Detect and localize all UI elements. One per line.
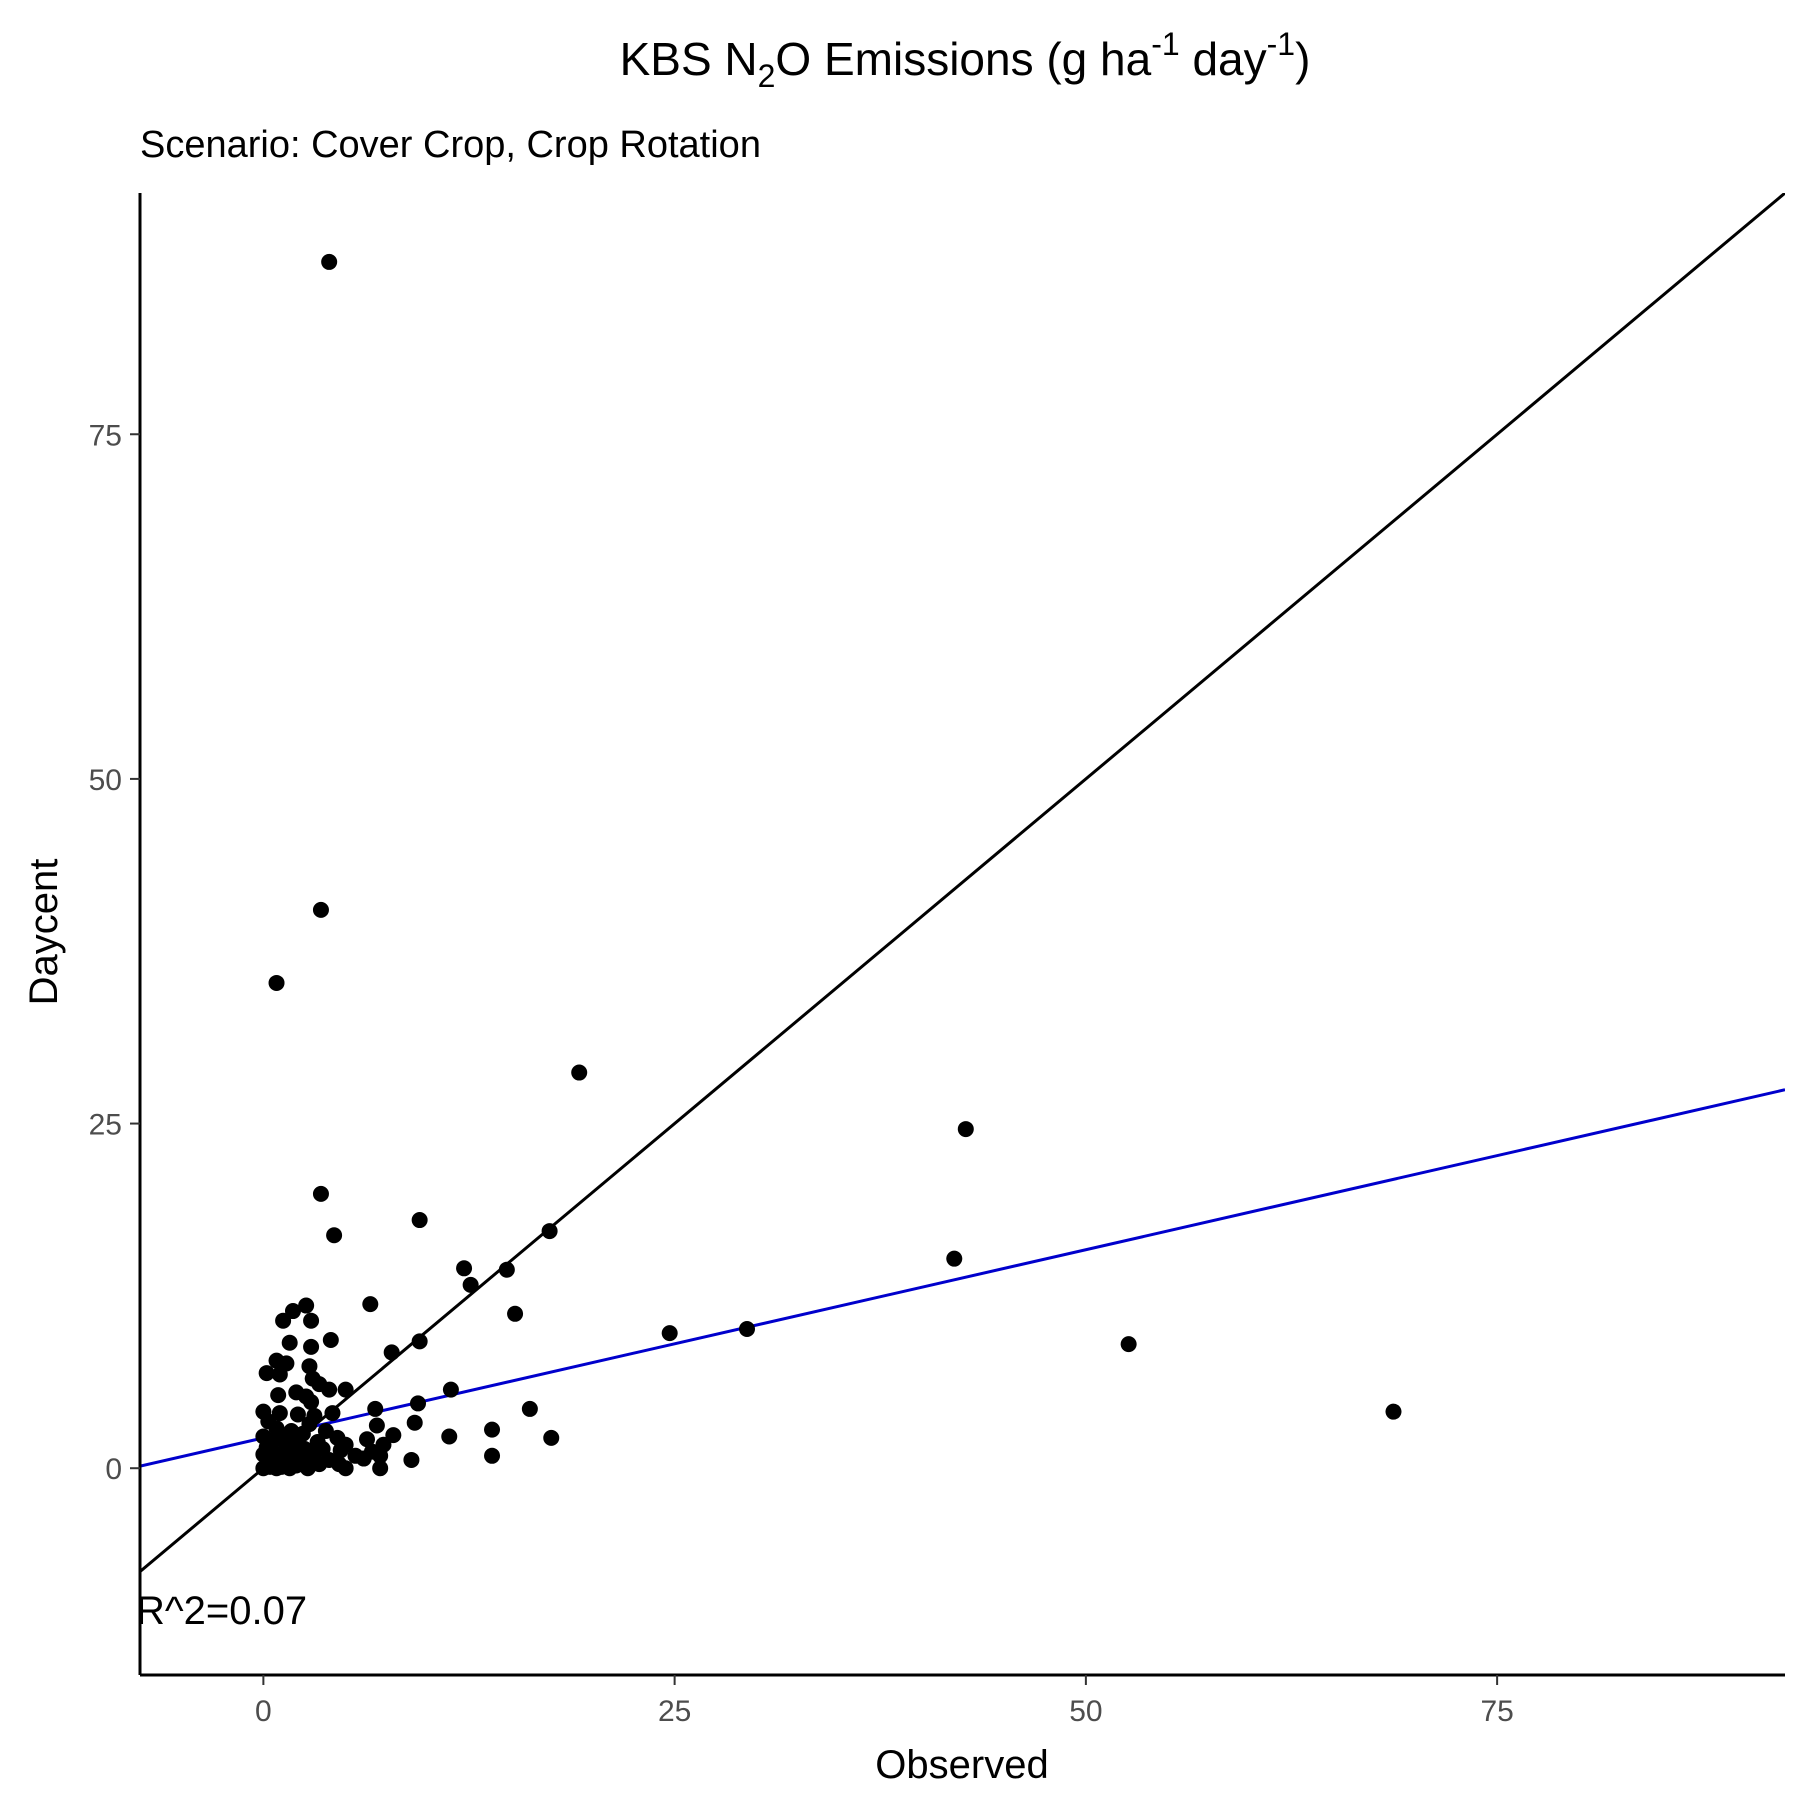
data-point <box>362 1296 379 1313</box>
chart-title-suffix: ) <box>1295 33 1310 85</box>
x-tick-label: 50 <box>1069 1695 1102 1728</box>
data-point <box>368 1417 385 1434</box>
data-point <box>411 1333 428 1350</box>
chart-subtitle: Scenario: Cover Crop, Crop Rotation <box>140 124 761 166</box>
data-point <box>303 1394 320 1411</box>
data-point <box>303 1338 320 1355</box>
chart-title-superscript-2: -1 <box>1267 26 1295 62</box>
data-point <box>281 1334 298 1351</box>
data-point <box>268 974 285 991</box>
data-point <box>411 1212 428 1229</box>
data-point <box>462 1276 479 1293</box>
data-point <box>541 1223 558 1240</box>
data-point <box>367 1400 384 1417</box>
identity-line <box>140 193 1785 1573</box>
data-point <box>261 1458 278 1475</box>
regression-line <box>140 1088 1785 1468</box>
data-point <box>403 1451 420 1468</box>
data-point <box>284 1303 301 1320</box>
x-tick-label: 0 <box>255 1695 272 1728</box>
data-point <box>507 1305 524 1322</box>
data-point <box>288 1457 305 1474</box>
data-point <box>303 1312 320 1329</box>
data-point <box>571 1064 588 1081</box>
data-point <box>441 1428 458 1445</box>
annotation-r2: R^2=0.07 <box>136 1589 307 1633</box>
data-point <box>521 1400 538 1417</box>
chart-title-prefix: KBS N <box>620 33 758 85</box>
data-point <box>359 1431 376 1448</box>
plot-area: 0 25 50 75 0 25 50 75 <box>89 193 1785 1728</box>
data-point <box>957 1121 974 1138</box>
data-point <box>355 1450 372 1467</box>
data-point <box>484 1447 501 1464</box>
data-point <box>326 1227 343 1244</box>
data-point <box>372 1447 389 1464</box>
data-point <box>410 1395 427 1412</box>
data-point <box>385 1427 402 1444</box>
x-ticks: 0 25 50 75 <box>255 1675 1514 1728</box>
y-tick-label: 75 <box>89 419 122 452</box>
data-point <box>301 1358 318 1375</box>
data-point <box>273 1458 290 1475</box>
data-point <box>321 253 338 270</box>
data-point <box>258 1365 275 1382</box>
data-point <box>383 1344 400 1361</box>
data-point <box>543 1429 560 1446</box>
chart-title-mid2: day <box>1180 33 1267 85</box>
data-point <box>1385 1403 1402 1420</box>
data-point <box>372 1460 389 1477</box>
data-point <box>498 1261 515 1278</box>
chart-title-superscript-1: -1 <box>1151 26 1179 62</box>
x-axis-title: Observed <box>875 1743 1048 1787</box>
data-point <box>271 1405 288 1422</box>
data-point <box>317 1422 334 1439</box>
data-point <box>406 1414 423 1431</box>
x-tick-label: 75 <box>1480 1695 1513 1728</box>
y-tick-label: 50 <box>89 764 122 797</box>
data-point <box>337 1460 354 1477</box>
y-axis-title: Daycent <box>22 859 66 1006</box>
data-point <box>442 1381 459 1398</box>
data-point <box>312 901 329 918</box>
y-tick-label: 0 <box>105 1453 122 1486</box>
data-point <box>456 1260 473 1277</box>
data-point <box>289 1406 306 1423</box>
chart-title: KBS N2O Emissions (g ha-1 day-1) <box>620 26 1311 94</box>
x-tick-label: 25 <box>658 1695 691 1728</box>
points-layer <box>255 253 1402 1477</box>
data-point <box>322 1331 339 1348</box>
data-point <box>739 1320 756 1337</box>
y-ticks: 0 25 50 75 <box>89 419 140 1486</box>
lines-layer <box>140 193 1785 1573</box>
data-point <box>946 1250 963 1267</box>
data-point <box>275 1312 292 1329</box>
data-point <box>312 1185 329 1202</box>
data-point <box>661 1325 678 1342</box>
data-point <box>271 1366 288 1383</box>
data-point <box>324 1405 341 1422</box>
y-tick-label: 25 <box>89 1109 122 1142</box>
data-point <box>332 1442 349 1459</box>
annotation-mask <box>0 1580 138 1640</box>
data-point <box>270 1387 287 1404</box>
data-point <box>484 1421 501 1438</box>
data-point <box>321 1381 338 1398</box>
chart-title-mid: O Emissions (g ha <box>775 33 1151 85</box>
data-point <box>337 1381 354 1398</box>
chart-title-subscript: 2 <box>758 58 776 94</box>
data-point <box>1120 1336 1137 1353</box>
data-point <box>298 1297 315 1314</box>
